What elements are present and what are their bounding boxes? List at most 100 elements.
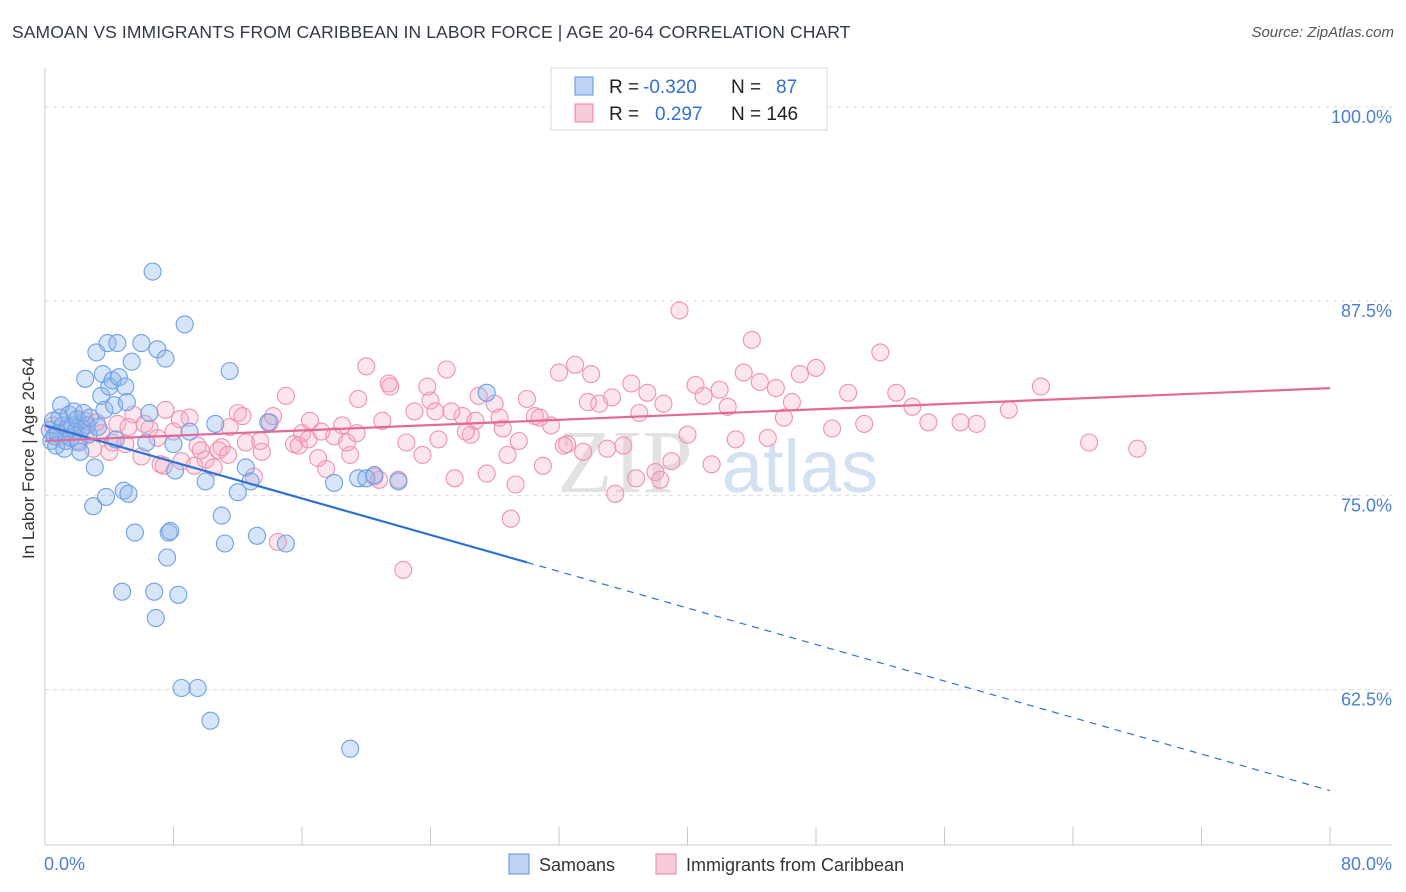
immigrants-point	[445, 469, 464, 488]
y-tick-label: 100.0%	[1331, 107, 1392, 127]
immigrants-point	[413, 445, 432, 464]
immigrants-point	[421, 391, 440, 410]
immigrants-point	[397, 433, 416, 452]
immigrants-point	[887, 383, 906, 402]
immigrants-point	[228, 403, 247, 423]
immigrants-point	[264, 407, 283, 426]
samoans-point	[146, 609, 165, 628]
immigrants-point	[710, 380, 729, 399]
immigrants-point	[578, 393, 597, 412]
samoans-trend-line-extrapolated	[526, 561, 1331, 792]
immigrants-point	[276, 386, 295, 405]
immigrants-point	[156, 400, 175, 419]
legend-bottom-label-samoans: Samoans	[539, 855, 615, 875]
samoans-point	[236, 458, 255, 477]
immigrants-point	[750, 372, 769, 391]
samoans-point	[389, 472, 408, 491]
legend-n-value: 87	[776, 77, 797, 98]
samoans-point	[95, 400, 114, 419]
immigrants-point	[477, 464, 496, 483]
immigrants-point	[823, 419, 842, 438]
immigrants-point	[742, 330, 761, 349]
immigrants-point	[774, 408, 793, 427]
source-credit: Source: ZipAtlas.com	[1251, 24, 1394, 41]
samoans-point	[125, 523, 144, 542]
immigrants-point	[289, 436, 308, 455]
samoans-point	[122, 352, 141, 371]
samoans-point	[117, 393, 136, 412]
axes	[44, 68, 1392, 846]
samoans-point	[477, 383, 496, 402]
samoans-point	[140, 403, 159, 423]
samoans-point	[276, 534, 295, 553]
immigrants-point	[806, 358, 826, 377]
immigrants-point	[651, 470, 670, 489]
immigrants-point	[493, 419, 512, 438]
chart-title: SAMOAN VS IMMIGRANTS FROM CARIBBEAN IN L…	[12, 22, 851, 42]
immigrants-point	[638, 383, 657, 402]
legend-r-label: R =	[609, 104, 639, 125]
samoans-point	[196, 472, 215, 491]
immigrants-point	[456, 422, 475, 441]
immigrants-point	[170, 410, 189, 429]
samoans-point	[85, 458, 104, 477]
immigrants-point	[219, 445, 238, 464]
immigrants-point	[999, 400, 1018, 419]
immigrants-point	[349, 389, 368, 409]
immigrants-point	[734, 363, 753, 382]
immigrants-point	[903, 397, 922, 416]
legend-bottom-label-immigrants: Immigrants from Caribbean	[686, 855, 904, 875]
immigrants-point	[373, 411, 392, 430]
legend-top: R = -0.320 N = 87 R = 0.297 N = 146	[550, 67, 828, 131]
y-tick-label: 62.5%	[1341, 690, 1392, 710]
samoans-point	[71, 442, 90, 461]
immigrants-point	[678, 425, 697, 444]
immigrants-point	[418, 377, 437, 396]
immigrants-point	[566, 355, 585, 374]
immigrants-point	[622, 374, 641, 393]
y-tick-label: 75.0%	[1341, 495, 1392, 515]
legend-r-value: -0.320	[643, 77, 697, 98]
immigrants-point	[426, 402, 445, 421]
immigrants-point	[405, 402, 424, 421]
immigrants-point	[549, 363, 569, 382]
immigrants-point	[606, 484, 625, 503]
immigrants-point	[233, 407, 252, 426]
immigrants-point	[498, 445, 517, 464]
immigrants-point	[951, 413, 970, 432]
samoans-point	[325, 473, 344, 492]
immigrants-point	[855, 414, 874, 433]
samoans-point	[113, 582, 132, 601]
samoans-point	[180, 422, 199, 441]
samoans-point	[164, 435, 183, 454]
immigrants-point	[766, 379, 785, 398]
samoans-point	[188, 678, 207, 698]
trend-lines	[44, 387, 1331, 792]
samoans-point	[137, 433, 156, 452]
immigrants-point	[509, 431, 528, 451]
immigrants-point	[381, 377, 400, 396]
immigrants-point	[337, 433, 357, 452]
legend-bottom-swatch-immigrants	[655, 853, 677, 875]
immigrants-point	[299, 430, 318, 449]
samoans-point	[145, 582, 164, 601]
immigrants-point	[782, 393, 801, 412]
samoans-point	[341, 739, 360, 758]
immigrants-point	[517, 389, 536, 409]
legend-bottom: Samoans Immigrants from Caribbean	[508, 853, 904, 875]
immigrants-point	[614, 436, 633, 455]
y-tick-labels: 100.0% 87.5% 75.0% 62.5%	[1331, 107, 1392, 710]
immigrants-point	[654, 394, 673, 413]
immigrants-point	[442, 402, 461, 421]
immigrants-point	[135, 414, 154, 433]
samoans-point	[98, 334, 117, 353]
watermark-atlas: atlas	[722, 425, 878, 508]
immigrants-point	[1128, 439, 1147, 458]
immigrants-point	[871, 343, 890, 362]
samoans-point	[228, 483, 247, 502]
immigrants-point	[919, 413, 938, 432]
samoans-point	[212, 506, 231, 525]
immigrants-point	[191, 441, 210, 460]
immigrants-point	[582, 365, 601, 384]
immigrants-point	[429, 430, 448, 449]
